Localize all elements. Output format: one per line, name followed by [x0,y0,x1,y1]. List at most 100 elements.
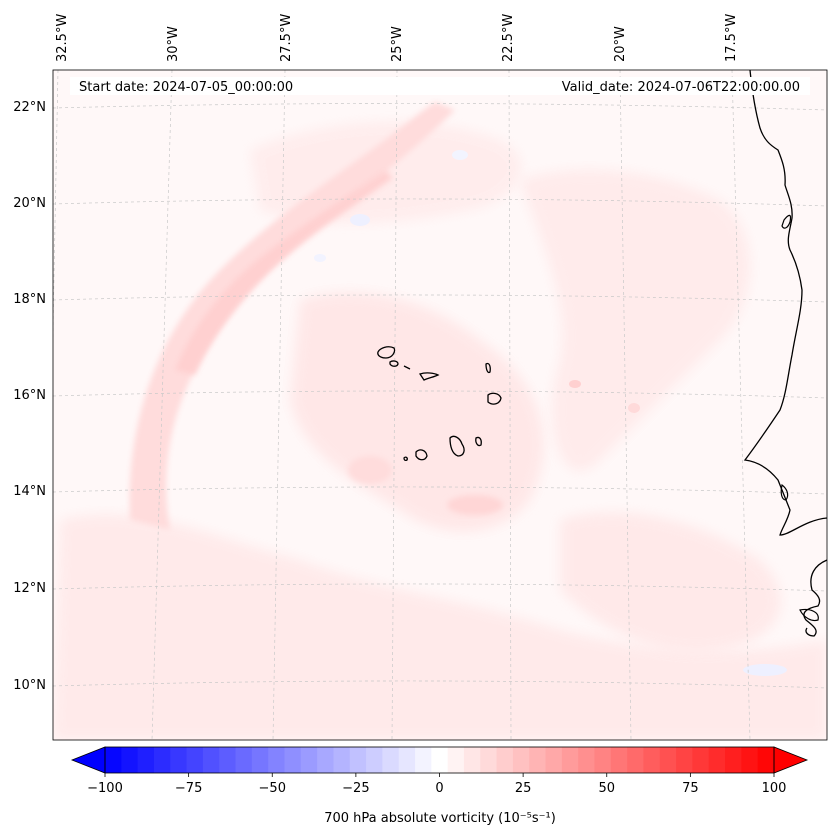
colorbar-segment [610,747,628,773]
colorbar-segment [480,747,498,773]
colorbar-segment [529,747,547,773]
colorbar-tick-label: −50 [259,781,286,796]
latitude-labels: 22°N 20°N 18°N 16°N 14°N 12°N 10°N [13,100,46,693]
negative-vorticity-patch [314,254,326,262]
colorbar-segment [186,747,204,773]
colorbar-segment [643,747,661,773]
colorbar: −100 −75 −50 −25 0 25 50 75 100 700 hPa absolute… [70,746,809,826]
longitude-labels: 32.5°W 30°W 27.5°W 25°W 22.5°W 20°W 17.5… [55,14,739,62]
map-frame [52,69,828,741]
colorbar-segment [317,747,334,773]
colorbar-segment [219,747,237,773]
colorbar-segment [251,747,269,773]
colorbar-segment [235,747,253,773]
vorticity-speckle [447,495,503,515]
colorbar-segment [725,747,742,773]
start-date-text: Start date: 2024-07-05_00:00:00 [79,80,293,95]
island-santiago [449,435,465,457]
latitude-label: 20°N [13,196,46,211]
island-sao-vicente [389,360,399,367]
colorbar-tick-label: −25 [342,781,369,796]
colorbar-tick-label: −100 [87,781,123,796]
island-brava [403,456,408,462]
longitude-label: 32.5°W [55,14,70,62]
colorbar-segment [561,747,579,773]
colorbar-segment [741,747,759,773]
colorbar-segment [121,747,139,773]
colorbar-segment [545,747,563,773]
colorbar-segment [757,747,775,773]
vorticity-patch-south [53,514,827,740]
coastline-west-africa [743,70,827,536]
island-fogo [415,449,428,461]
vorticity-speckle [628,403,640,413]
colorbar-segment [284,747,302,773]
colorbar-segment [202,747,220,773]
vorticity-band-outer [129,102,455,530]
map-panel: Start date: 2024-07-05_00:00:00 Valid_da… [52,69,828,741]
colorbar-tick-label: 50 [598,781,615,796]
vorticity-speckle [348,456,392,484]
colorbar-segment [676,747,693,773]
vorticity-speckle [569,380,581,388]
longitude-label: 27.5°W [279,14,294,62]
colorbar-segment [382,747,400,773]
header-box [70,77,810,95]
colorbar-tick-label: 75 [682,781,699,796]
colorbar-segment [415,747,432,773]
negative-vorticity-patch [350,214,370,226]
colorbar-segment [300,747,318,773]
colorbar-segment [349,747,367,773]
colorbar-extend-max-arrow [773,746,809,774]
latitude-label: 16°N [13,388,46,403]
colorbar-segment [333,747,351,773]
coastline-islet [799,608,819,622]
colorbar-segment [692,747,710,773]
island-maio [475,436,482,447]
colorbar-segment [170,747,188,773]
colorbar-segment [398,747,416,773]
colorbar-label: 700 hPa absolute vorticity (10⁻⁵s⁻¹) [324,811,556,826]
colorbar-segments [105,747,775,773]
island-santo-antao [377,346,396,359]
colorbar-segment [153,747,171,773]
island-santa-luzia [403,365,411,370]
island-sao-nicolau [418,372,440,381]
colorbar-segment [627,747,644,773]
longitude-label: 20°W [613,26,628,62]
colorbar-segment [594,747,612,773]
latitude-label: 22°N [13,100,46,115]
negative-vorticity-patch [452,150,468,160]
colorbar-segment [105,747,122,773]
latitude-label: 14°N [13,484,46,499]
latitude-label: 18°N [13,292,46,307]
island-sal [485,362,491,374]
colorbar-segment [463,747,481,773]
latitude-label: 10°N [13,678,46,693]
coastline-west-africa-south [803,559,827,637]
colorbar-segment [496,747,514,773]
colorbar-tick-label: 25 [515,781,532,796]
colorbar-segment [137,747,155,773]
longitude-label: 17.5°W [724,14,739,62]
vorticity-field [53,70,827,740]
colorbar-tick-label: −75 [175,781,202,796]
colorbar-segment [268,747,285,773]
cape-verde-islands [377,346,502,462]
colorbar-segment [447,747,465,773]
longitude-label: 22.5°W [501,14,516,62]
colorbar-extend-min-arrow [70,746,106,774]
vorticity-band-inner [175,170,393,375]
vorticity-patch-east [520,169,750,471]
colorbar-segment [512,747,530,773]
graticule [53,70,827,740]
colorbar-segment [578,747,596,773]
colorbar-segment [366,747,383,773]
longitude-label: 25°W [390,26,405,62]
island-boa-vista [487,392,502,405]
colorbar-tick-label: 100 [762,781,787,796]
colorbar-segment [708,747,726,773]
colorbar-segment [659,747,677,773]
negative-vorticity-patch [743,664,787,676]
